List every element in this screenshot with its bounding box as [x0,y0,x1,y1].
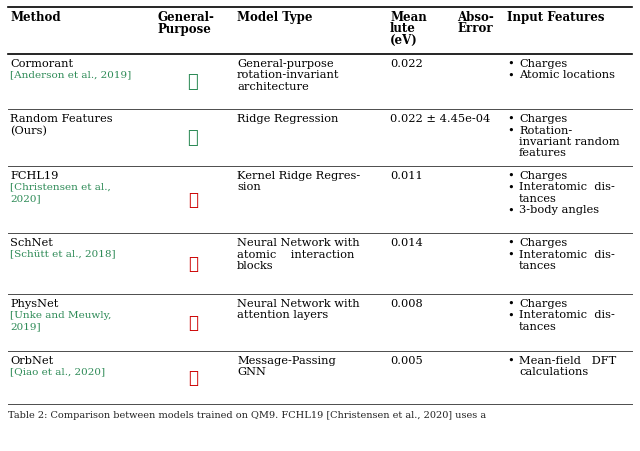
Text: Charges: Charges [519,114,567,124]
Text: Rotation-: Rotation- [519,125,572,135]
Text: Neural Network with: Neural Network with [237,238,360,248]
Text: Message-Passing: Message-Passing [237,355,336,365]
Text: •: • [507,249,514,259]
Text: ✓: ✓ [188,129,198,147]
Text: Mean-field   DFT: Mean-field DFT [519,355,616,365]
Text: •: • [507,70,514,80]
Text: General-: General- [157,11,214,24]
Text: sion: sion [237,182,260,192]
Text: Table 2: Comparison between models trained on QM9. FCHL19 [Christensen et al., 2: Table 2: Comparison between models train… [8,410,486,419]
Text: 0.022: 0.022 [390,59,423,69]
Text: Method: Method [10,11,61,24]
Text: 2020]: 2020] [10,193,40,202]
Text: (eV): (eV) [390,34,418,47]
Text: [Qiao et al., 2020]: [Qiao et al., 2020] [10,367,105,376]
Text: Charges: Charges [519,299,567,308]
Text: architecture: architecture [237,82,308,92]
Text: 0.011: 0.011 [390,170,423,180]
Text: ✗: ✗ [188,369,198,386]
Text: •: • [507,205,514,215]
Text: Charges: Charges [519,170,567,180]
Text: 0.005: 0.005 [390,355,423,365]
Text: ✓: ✓ [188,74,198,91]
Text: Charges: Charges [519,238,567,248]
Text: •: • [507,238,514,248]
Text: calculations: calculations [519,367,588,377]
Text: •: • [507,114,514,124]
Text: •: • [507,125,514,135]
Text: OrbNet: OrbNet [10,355,53,365]
Text: tances: tances [519,260,557,271]
Text: •: • [507,182,514,192]
Text: [Unke and Meuwly,: [Unke and Meuwly, [10,310,111,319]
Text: Neural Network with: Neural Network with [237,299,360,308]
Text: tances: tances [519,321,557,331]
Text: •: • [507,170,514,180]
Text: Atomic locations: Atomic locations [519,70,615,80]
Text: FCHL19: FCHL19 [10,170,58,180]
Text: blocks: blocks [237,260,274,271]
Text: Input Features: Input Features [507,11,605,24]
Text: 0.008: 0.008 [390,299,423,308]
Text: 3-body angles: 3-body angles [519,205,599,215]
Text: 0.014: 0.014 [390,238,423,248]
Text: ✗: ✗ [188,314,198,331]
Text: invariant random: invariant random [519,137,620,147]
Text: Error: Error [457,23,493,36]
Text: Random Features: Random Features [10,114,113,124]
Text: [Anderson et al., 2019]: [Anderson et al., 2019] [10,70,131,79]
Text: Kernel Ridge Regres-: Kernel Ridge Regres- [237,170,360,180]
Text: •: • [507,59,514,69]
Text: attention layers: attention layers [237,310,328,320]
Text: ✗: ✗ [188,192,198,208]
Text: GNN: GNN [237,367,266,377]
Text: Cormorant: Cormorant [10,59,73,69]
Text: rotation-invariant: rotation-invariant [237,70,339,80]
Text: 2019]: 2019] [10,321,40,330]
Text: tances: tances [519,193,557,203]
Text: 0.022 ± 4.45e-04: 0.022 ± 4.45e-04 [390,114,490,124]
Text: SchNet: SchNet [10,238,53,248]
Text: Abso-: Abso- [457,11,493,24]
Text: Charges: Charges [519,59,567,69]
Text: atomic    interaction: atomic interaction [237,249,355,259]
Text: Model Type: Model Type [237,11,312,24]
Text: [Christensen et al.,: [Christensen et al., [10,182,111,191]
Text: ✗: ✗ [188,255,198,272]
Text: Interatomic  dis-: Interatomic dis- [519,182,615,192]
Text: Mean: Mean [390,11,427,24]
Text: [Schütt et al., 2018]: [Schütt et al., 2018] [10,249,116,258]
Text: General-purpose: General-purpose [237,59,333,69]
Text: (Ours): (Ours) [10,125,47,135]
Text: Ridge Regression: Ridge Regression [237,114,339,124]
Text: PhysNet: PhysNet [10,299,58,308]
Text: •: • [507,299,514,308]
Text: features: features [519,148,567,158]
Text: •: • [507,310,514,320]
Text: Interatomic  dis-: Interatomic dis- [519,249,615,259]
Text: lute: lute [390,23,416,36]
Text: •: • [507,355,514,365]
Text: Purpose: Purpose [157,23,211,36]
Text: Interatomic  dis-: Interatomic dis- [519,310,615,320]
